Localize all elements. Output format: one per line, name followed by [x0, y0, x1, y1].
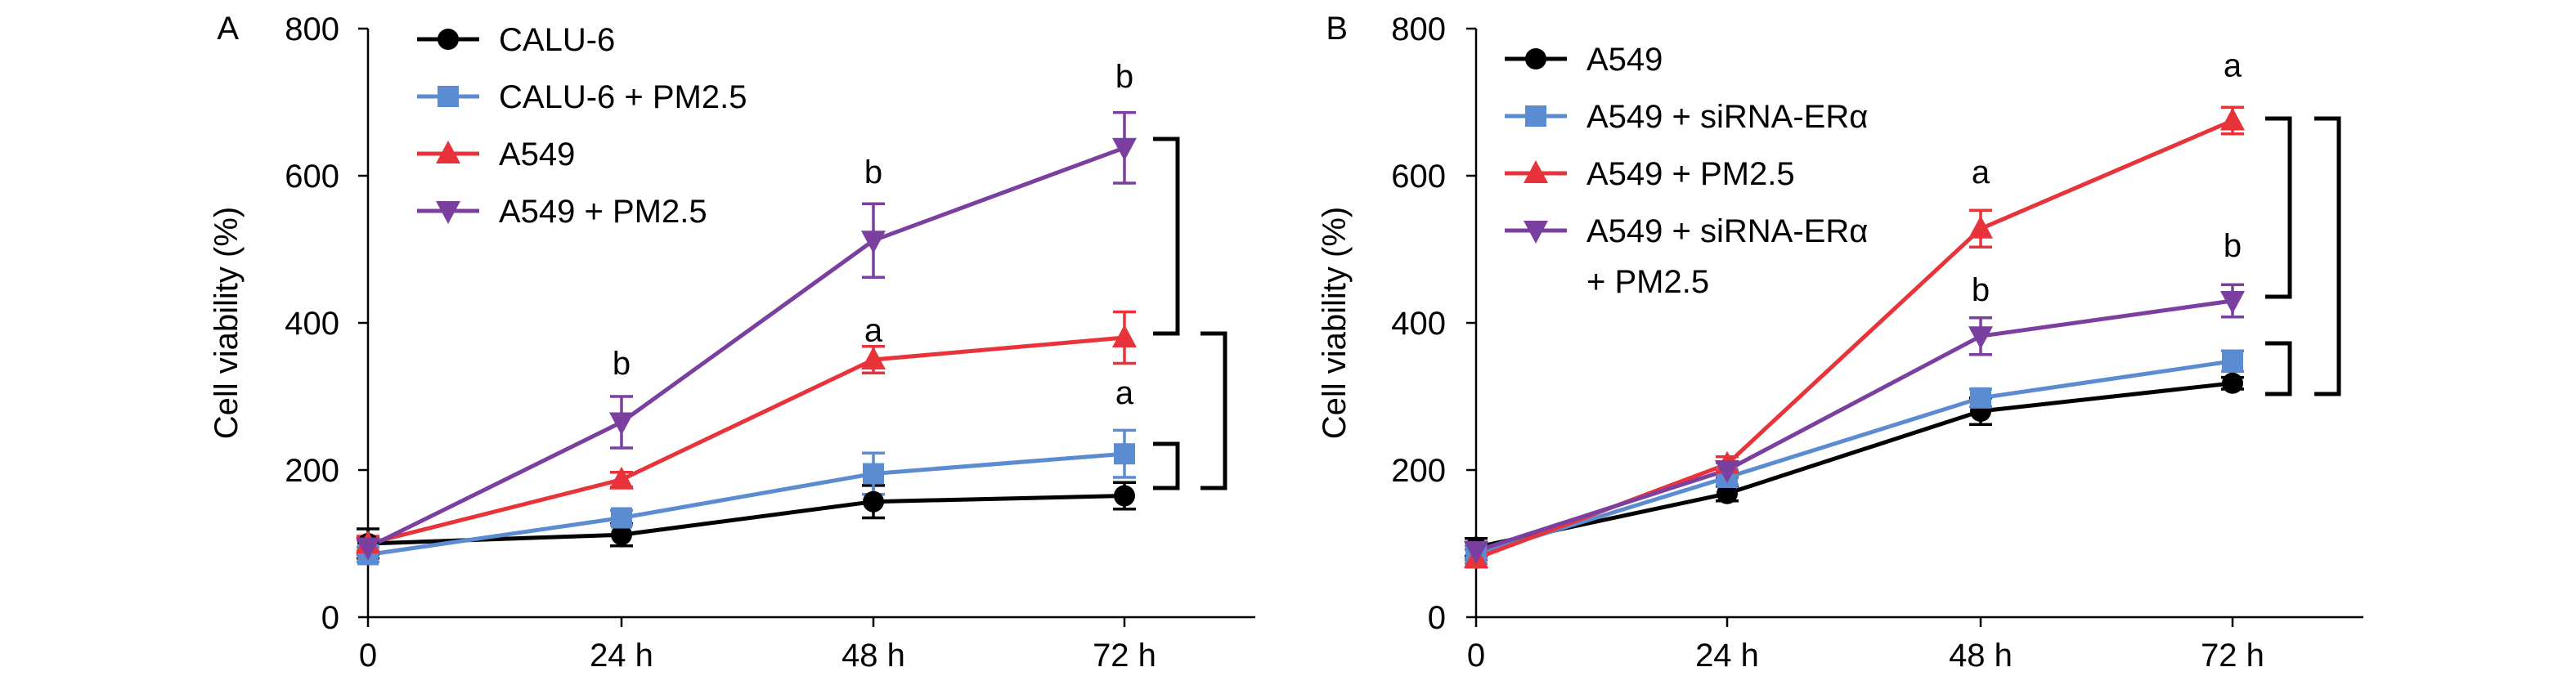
- data-point: [863, 463, 884, 485]
- panel-label: B: [1326, 11, 1348, 47]
- significance-label: b: [864, 154, 882, 190]
- legend-marker: [1525, 48, 1546, 69]
- significance-bracket: [1153, 137, 1180, 336]
- significance-label: a: [1972, 154, 1990, 190]
- series-line: [1475, 298, 2233, 553]
- significance-label: a: [864, 313, 883, 349]
- data-point: [2222, 350, 2243, 372]
- data-point: [1970, 387, 1991, 409]
- legend-label: A549 + PM2.5: [1586, 156, 1795, 192]
- y-tick-label: 200: [285, 453, 339, 489]
- panel-a: 0 200 400 600 800 0 24 h 48 h 72 h Cell viability…: [209, 11, 1255, 674]
- series-line: [367, 494, 1125, 546]
- data-point: [1464, 541, 1488, 564]
- data-point: [609, 412, 634, 436]
- series-line: [1475, 381, 2233, 549]
- x-tick-label: 72 h: [2201, 638, 2264, 674]
- data-point: [609, 466, 634, 490]
- data-point: [863, 490, 884, 513]
- data-point: [1112, 137, 1137, 161]
- data-point: [611, 524, 632, 546]
- series-line: [1475, 359, 2233, 557]
- data-point: [2220, 291, 2245, 314]
- data-point: [1715, 460, 1739, 483]
- y-tick-label: 600: [285, 159, 339, 195]
- data-point: [2220, 107, 2245, 131]
- legend-label: CALU-6: [499, 22, 615, 58]
- legend-label: A549 + PM2.5: [499, 194, 707, 230]
- legend-label: A549: [499, 137, 575, 172]
- legend-marker: [438, 86, 459, 107]
- x-tick-label: 0: [359, 638, 377, 674]
- significance-label: b: [1972, 272, 1990, 308]
- data-point: [1114, 485, 1135, 507]
- significance-bracket: [2265, 341, 2292, 396]
- y-tick-label: 0: [1428, 600, 1446, 636]
- x-tick-label: 48 h: [841, 638, 905, 674]
- y-tick-label: 400: [1391, 306, 1446, 342]
- data-point: [1114, 443, 1135, 465]
- significance-label: b: [613, 346, 631, 382]
- y-axis-title: Cell viability (%): [1317, 207, 1353, 440]
- x-tick-label: 72 h: [1093, 638, 1156, 674]
- y-axis-title: Cell viability (%): [209, 207, 245, 440]
- x-tick-label: 24 h: [590, 638, 653, 674]
- series-line: [367, 451, 1125, 557]
- series-line: [367, 335, 1125, 546]
- x-tick-label: 48 h: [1949, 638, 2013, 674]
- data-point: [1112, 325, 1137, 347]
- data-point: [1968, 215, 1993, 239]
- significance-bracket: [1200, 331, 1227, 490]
- legend-marker: [1525, 105, 1546, 127]
- legend-marker: [438, 29, 459, 50]
- data-point: [861, 231, 886, 254]
- y-tick-label: 400: [285, 306, 339, 342]
- significance-bracket: [2314, 116, 2341, 396]
- data-point: [1717, 482, 1738, 504]
- legend-label: A549 + siRNA-ERα: [1586, 99, 1868, 135]
- y-tick-label: 800: [285, 11, 339, 47]
- legend-marker: [436, 201, 460, 224]
- panel-b: 0 200 400 600 800 0 24 h 48 h 72 h Cell viability…: [1317, 11, 2363, 674]
- data-point: [2222, 372, 2243, 394]
- significance-bracket: [1153, 441, 1180, 490]
- data-point: [1968, 326, 1993, 350]
- legend-label: A549 + siRNA-ERα: [1586, 213, 1868, 249]
- legend-label: + PM2.5: [1586, 264, 1709, 300]
- significance-label: b: [1115, 59, 1133, 95]
- legend-label: A549: [1586, 42, 1663, 78]
- legend-marker: [436, 141, 460, 163]
- y-tick-label: 800: [1391, 11, 1446, 47]
- significance-label: b: [2224, 228, 2242, 264]
- x-tick-label: 0: [1467, 638, 1485, 674]
- significance-bracket: [2265, 116, 2292, 299]
- significance-label: a: [2224, 48, 2242, 84]
- legend-label: CALU-6 + PM2.5: [499, 79, 747, 115]
- series-line: [366, 146, 1125, 549]
- data-point: [611, 507, 632, 529]
- legend-marker: [1524, 221, 1548, 244]
- y-tick-label: 0: [321, 600, 339, 636]
- data-point: [861, 347, 886, 369]
- significance-label: a: [1115, 375, 1134, 411]
- y-tick-label: 200: [1391, 453, 1446, 489]
- legend-marker: [1524, 160, 1548, 183]
- data-point: [356, 537, 380, 561]
- panel-label: A: [217, 11, 239, 47]
- x-tick-label: 24 h: [1695, 638, 1759, 674]
- y-tick-label: 600: [1391, 159, 1446, 195]
